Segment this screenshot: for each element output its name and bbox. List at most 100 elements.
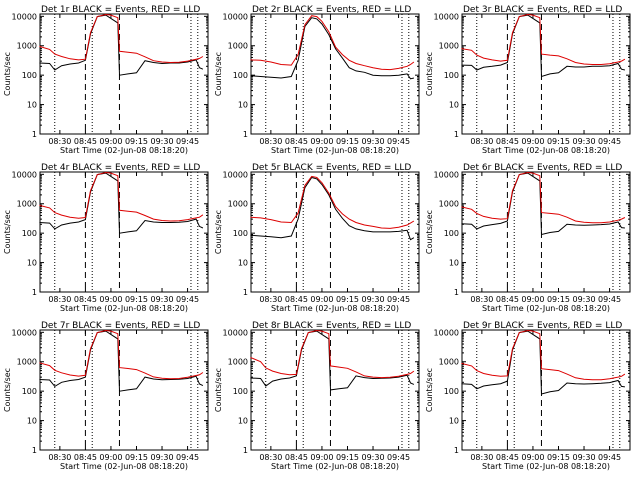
events-series-line bbox=[250, 330, 415, 391]
events-series-line bbox=[39, 330, 204, 392]
plot-frame bbox=[39, 329, 209, 451]
y-tick-label: 100 bbox=[22, 229, 37, 238]
x-tick-label: 09:30 bbox=[361, 295, 384, 304]
y-tick-label: 100 bbox=[233, 229, 248, 238]
y-tick-label: 100 bbox=[22, 71, 37, 80]
x-tick-label: 08:30 bbox=[470, 453, 493, 462]
plot-frame bbox=[461, 13, 631, 135]
detector-panel-8: Det 8r BLACK = Events, RED = LLD 1 10 100 10… bbox=[214, 321, 420, 471]
panel-title: Det 4r BLACK = Events, RED = LLD bbox=[41, 163, 200, 173]
y-tick-label: 10 bbox=[449, 101, 459, 110]
x-tick-label: 09:30 bbox=[572, 453, 595, 462]
x-tick-label: 08:30 bbox=[259, 295, 282, 304]
detector-panel-3: Det 3r BLACK = Events, RED = LLD 1 10 100 10… bbox=[425, 5, 631, 155]
x-tick-label: 09:00 bbox=[99, 295, 122, 304]
x-tick-label: 09:30 bbox=[150, 295, 173, 304]
y-axis-label: Counts/sec bbox=[214, 210, 223, 254]
x-tick-label: 09:00 bbox=[99, 137, 122, 146]
y-tick-label: 1000 bbox=[228, 200, 248, 209]
events-series-line bbox=[461, 330, 625, 395]
y-tick-label: 10 bbox=[27, 417, 37, 426]
y-tick-label: 10 bbox=[238, 101, 248, 110]
events-series-line bbox=[250, 17, 415, 80]
plot-frame bbox=[39, 13, 209, 135]
x-tick-label: 08:45 bbox=[496, 137, 519, 146]
x-tick-label: 09:30 bbox=[361, 137, 384, 146]
x-tick-label: 09:15 bbox=[547, 295, 570, 304]
plot-frame bbox=[461, 329, 631, 451]
panel-title: Det 2r BLACK = Events, RED = LLD bbox=[252, 5, 411, 15]
x-axis-label: Start Time (02-Jun-08 08:18:20) bbox=[60, 146, 188, 155]
x-tick-label: 08:30 bbox=[48, 453, 71, 462]
y-axis-label: Counts/sec bbox=[3, 368, 12, 412]
y-tick-label: 1 bbox=[32, 288, 37, 297]
y-axis-label: Counts/sec bbox=[425, 368, 434, 412]
y-tick-label: 100 bbox=[444, 229, 459, 238]
x-tick-label: 09:45 bbox=[176, 137, 199, 146]
detector-panel-9: Det 9r BLACK = Events, RED = LLD 1 10 100 10… bbox=[425, 321, 631, 471]
plot-frame bbox=[39, 171, 209, 293]
x-tick-label: 08:45 bbox=[285, 453, 308, 462]
panel-title: Det 8r BLACK = Events, RED = LLD bbox=[252, 321, 411, 331]
y-tick-label: 10000 bbox=[434, 12, 459, 21]
y-tick-label: 1 bbox=[32, 130, 37, 139]
y-tick-label: 10 bbox=[449, 259, 459, 268]
x-tick-label: 09:15 bbox=[125, 453, 148, 462]
y-axis-label: Counts/sec bbox=[3, 210, 12, 254]
y-tick-label: 1000 bbox=[17, 358, 37, 367]
y-tick-label: 10000 bbox=[434, 170, 459, 179]
x-tick-label: 08:45 bbox=[496, 453, 519, 462]
x-tick-label: 09:45 bbox=[598, 137, 621, 146]
x-tick-label: 09:00 bbox=[99, 453, 122, 462]
y-tick-label: 10000 bbox=[223, 328, 248, 337]
lld-series-line bbox=[39, 171, 204, 222]
x-tick-label: 09:00 bbox=[521, 295, 544, 304]
lld-series-line bbox=[250, 15, 415, 71]
panel-title: Det 3r BLACK = Events, RED = LLD bbox=[463, 5, 622, 15]
y-tick-label: 1 bbox=[454, 446, 459, 455]
x-tick-label: 08:30 bbox=[470, 137, 493, 146]
y-tick-label: 1 bbox=[32, 446, 37, 455]
panel-title: Det 6r BLACK = Events, RED = LLD bbox=[463, 163, 622, 173]
y-tick-label: 10 bbox=[238, 259, 248, 268]
y-axis-label: Counts/sec bbox=[3, 52, 12, 96]
lld-series-line bbox=[250, 175, 415, 229]
panel-title: Det 1r BLACK = Events, RED = LLD bbox=[41, 5, 200, 15]
x-axis-label: Start Time (02-Jun-08 08:18:20) bbox=[60, 462, 188, 471]
y-tick-label: 1000 bbox=[17, 42, 37, 51]
x-axis-label: Start Time (02-Jun-08 08:18:20) bbox=[482, 304, 610, 313]
x-tick-label: 09:00 bbox=[521, 453, 544, 462]
y-tick-label: 1000 bbox=[17, 200, 37, 209]
x-tick-label: 09:30 bbox=[361, 453, 384, 462]
x-tick-label: 09:30 bbox=[572, 295, 595, 304]
x-tick-label: 09:15 bbox=[336, 453, 359, 462]
x-tick-label: 09:45 bbox=[598, 295, 621, 304]
y-tick-label: 1000 bbox=[439, 200, 459, 209]
y-tick-label: 10 bbox=[27, 259, 37, 268]
x-tick-label: 09:45 bbox=[387, 295, 410, 304]
x-tick-label: 08:45 bbox=[285, 137, 308, 146]
y-tick-label: 10000 bbox=[12, 12, 37, 21]
y-tick-label: 100 bbox=[444, 387, 459, 396]
x-tick-label: 09:15 bbox=[125, 295, 148, 304]
detector-panel-7: Det 7r BLACK = Events, RED = LLD 1 10 100 10… bbox=[3, 321, 209, 471]
x-tick-label: 09:00 bbox=[310, 453, 333, 462]
x-tick-label: 08:45 bbox=[285, 295, 308, 304]
events-series-line bbox=[461, 172, 625, 236]
plot-frame bbox=[250, 13, 420, 135]
y-axis-label: Counts/sec bbox=[425, 210, 434, 254]
x-tick-label: 09:15 bbox=[547, 453, 570, 462]
x-tick-label: 09:15 bbox=[125, 137, 148, 146]
y-tick-label: 100 bbox=[22, 387, 37, 396]
y-axis-label: Counts/sec bbox=[214, 368, 223, 412]
x-tick-label: 09:45 bbox=[598, 453, 621, 462]
x-tick-label: 09:30 bbox=[150, 137, 173, 146]
lld-series-line bbox=[39, 13, 204, 64]
y-tick-label: 100 bbox=[444, 71, 459, 80]
y-tick-label: 10 bbox=[238, 417, 248, 426]
y-tick-label: 10000 bbox=[12, 328, 37, 337]
lld-series-line bbox=[39, 329, 204, 380]
x-tick-label: 08:30 bbox=[48, 137, 71, 146]
x-tick-label: 08:30 bbox=[259, 137, 282, 146]
y-tick-label: 10 bbox=[449, 417, 459, 426]
